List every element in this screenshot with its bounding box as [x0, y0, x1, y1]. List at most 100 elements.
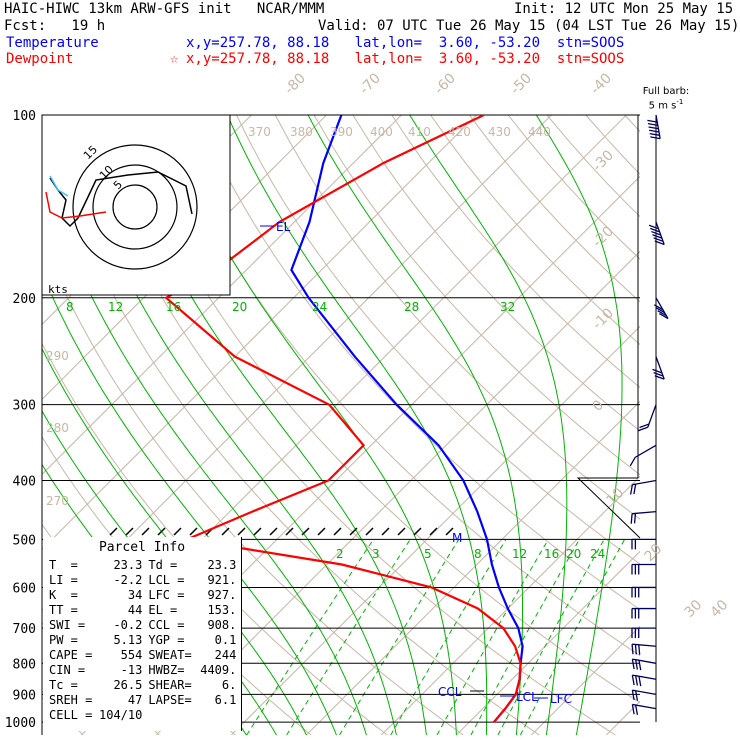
freezing-hatch: [253, 527, 262, 536]
dry-adiabat-line: [624, 115, 640, 133]
parcel-key: CAPE =: [49, 648, 93, 662]
parcel-key: CCL =: [148, 618, 185, 632]
theta-e-label: 16: [166, 300, 181, 314]
freezing-hatch: [349, 527, 358, 536]
valid-time: Valid: 07 UTC Tue 26 May 15 (04 LST Tue …: [318, 18, 740, 34]
wind-barb-flag: [633, 513, 637, 524]
wind-barb: [631, 586, 656, 598]
wind-barb-flag: [648, 126, 659, 130]
freezing-hatch: [141, 527, 150, 536]
isotherm-line: [531, 625, 640, 735]
parcel-row: LI = -2.2 LCL = 921.: [49, 573, 236, 588]
freezing-hatch: [365, 527, 374, 536]
parcel-value: 0.1: [214, 633, 237, 647]
moist-adiabat-line: [161, 115, 457, 735]
theta-e-label: 32: [500, 300, 515, 314]
wind-barb: [629, 444, 657, 467]
freezing-hatch: [189, 527, 198, 536]
wind-barb-flag: [635, 690, 639, 701]
theta-e-label: 12: [108, 300, 123, 314]
parcel-key: YGP =: [148, 633, 185, 647]
wind-barb: [631, 674, 657, 687]
isotherm-line: [681, 115, 740, 735]
parcel-row: CAPE = 554 SWEAT= 244: [49, 648, 236, 663]
parcel-row: T = 23.3 Td = 23.3: [49, 558, 236, 573]
isotherm-label: -70: [357, 70, 384, 97]
parcel-value: 4409.: [200, 663, 237, 677]
wind-barb: [631, 689, 657, 701]
isotherm-line: [42, 115, 477, 551]
temperature-line: [290, 115, 524, 723]
parcel-value: 554: [120, 648, 143, 662]
wind-barb-flag: [638, 426, 649, 432]
dry-adiabat-line: [236, 115, 640, 565]
isotherm-line: [306, 400, 640, 735]
wind-barb-flag: [649, 129, 660, 133]
parcel-value: -0.2: [113, 618, 143, 632]
pressure-label: 500: [13, 533, 36, 548]
theta-label: 440: [528, 125, 551, 139]
wind-barb: [638, 404, 657, 432]
freezing-hatch: [397, 527, 406, 536]
wind-barb-flag: [652, 368, 663, 374]
parcel-key: PW =: [49, 633, 78, 647]
wind-barb-flag: [653, 304, 664, 311]
wind-barb-staff: [647, 404, 657, 428]
wind-barb-flag: [657, 310, 667, 317]
moist-adiabat-line: [42, 170, 367, 735]
level-marker-lfc: LFC: [534, 692, 572, 706]
parcel-key: SWI =: [49, 618, 86, 632]
freezing-hatch: [301, 527, 310, 536]
moist-adiabat-line: [535, 115, 623, 735]
mixing-ratio-line: [497, 539, 605, 735]
mixing-ratio-label: 20: [566, 547, 581, 561]
barb-legend-unit: 5 m s: [648, 100, 677, 112]
dry-adiabat-line: [391, 115, 640, 389]
freezing-hatch: [269, 527, 278, 536]
parcel-key: LI =: [49, 573, 78, 587]
dry-adiabat-line: [702, 115, 740, 735]
parcel-row: PW = 5.13 YGP = 0.1: [49, 633, 236, 648]
wind-barb: [652, 356, 665, 380]
wind-barb-flag: [631, 659, 635, 670]
dry-adiabat-line: [274, 115, 640, 520]
temperature-location: x,y=257.78, 88.18 lat,lon= 3.60, -53.20 …: [186, 35, 625, 51]
level-marker-label: EL: [276, 220, 291, 234]
dry-adiabat-line: [0, 115, 7, 735]
wind-barb-flag: [653, 237, 664, 242]
parcel-row: SWI = -0.2 CCL = 908.: [49, 618, 236, 633]
dewpoint-legend: Dewpoint: [6, 51, 74, 67]
parcel-value: 104/10: [99, 708, 143, 722]
mixing-ratio-label: 5: [424, 547, 432, 561]
wind-barb-flag: [648, 224, 659, 230]
model-title: HAIC-HIWC 13km ARW-GFS init NCAR/MMM: [4, 1, 325, 17]
level-marker-ccl: CCL: [438, 685, 484, 699]
wind-barb-flag: [647, 119, 658, 123]
theta-label: 380: [290, 125, 313, 139]
parcel-value: -13: [120, 663, 143, 677]
parcel-key: SWEAT=: [148, 648, 192, 662]
isotherm-label: -40: [588, 70, 615, 97]
parcel-value: 927.: [207, 588, 237, 602]
parcel-row: CIN = -13 HWBZ= 4409.: [49, 663, 236, 678]
dry-adiabat-line: [158, 115, 640, 657]
parcel-value: 244: [214, 648, 237, 662]
wind-barb: [631, 607, 656, 619]
parcel-key: T =: [49, 558, 78, 572]
dry-adiabat-line: [313, 115, 640, 476]
hodograph-ring: [92, 164, 178, 250]
isotherm-label: 30: [682, 597, 706, 621]
wind-barb-flag: [649, 227, 660, 233]
freezing-hatch: [317, 527, 326, 536]
theta-e-label: 28: [404, 300, 419, 314]
parcel-row: TT = 44 EL = 153.: [49, 603, 236, 618]
pressure-label: 600: [13, 581, 36, 596]
hodograph-trace-high: [49, 175, 69, 197]
level-marker-label: CCL: [438, 685, 462, 699]
moist-adiabat-line: [307, 115, 523, 735]
wind-barb-flag: [638, 676, 642, 687]
pressure-label: 1000: [5, 716, 36, 731]
isotherm-label: 40: [708, 597, 732, 621]
wind-barb-flag: [633, 484, 637, 495]
